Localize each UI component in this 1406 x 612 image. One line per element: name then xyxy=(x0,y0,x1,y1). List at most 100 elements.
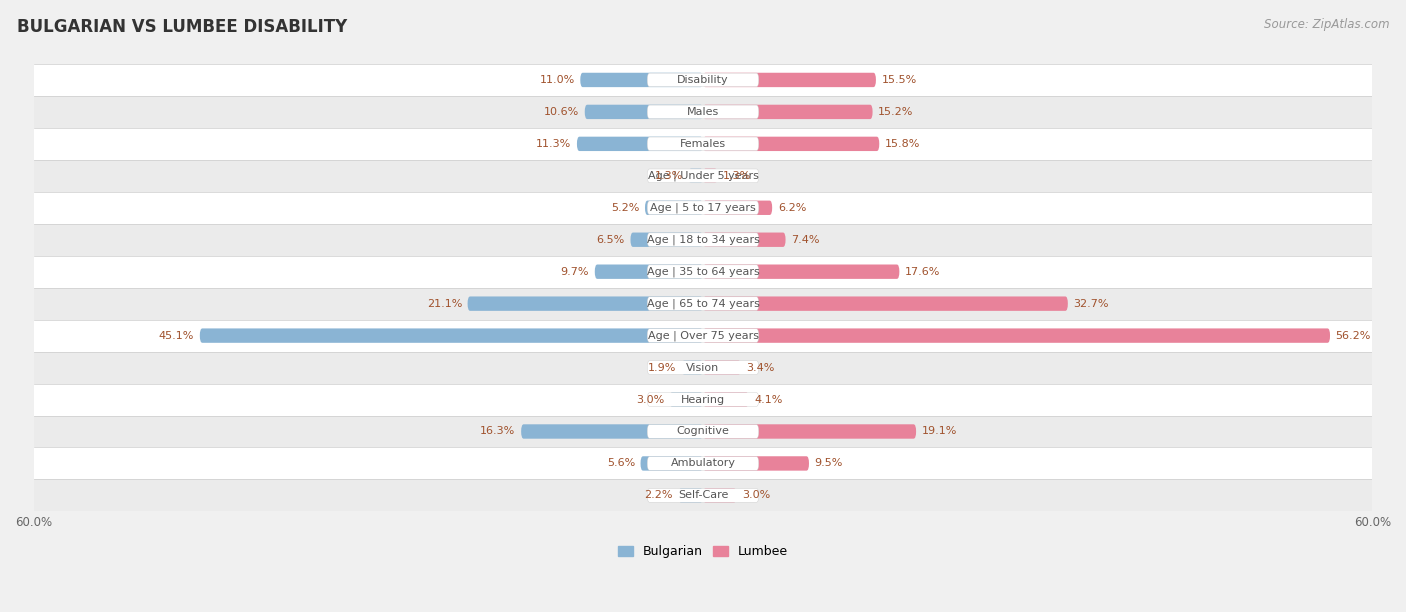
FancyBboxPatch shape xyxy=(647,360,759,375)
Text: 5.2%: 5.2% xyxy=(612,203,640,213)
FancyBboxPatch shape xyxy=(34,224,1372,256)
FancyBboxPatch shape xyxy=(647,265,759,278)
FancyBboxPatch shape xyxy=(703,105,873,119)
FancyBboxPatch shape xyxy=(34,192,1372,224)
FancyBboxPatch shape xyxy=(703,392,749,407)
Text: Hearing: Hearing xyxy=(681,395,725,405)
FancyBboxPatch shape xyxy=(703,264,900,279)
FancyBboxPatch shape xyxy=(641,457,703,471)
FancyBboxPatch shape xyxy=(703,424,917,439)
Text: 45.1%: 45.1% xyxy=(159,330,194,341)
FancyBboxPatch shape xyxy=(522,424,703,439)
Text: 6.5%: 6.5% xyxy=(596,235,624,245)
Text: Source: ZipAtlas.com: Source: ZipAtlas.com xyxy=(1264,18,1389,31)
FancyBboxPatch shape xyxy=(34,96,1372,128)
FancyBboxPatch shape xyxy=(34,319,1372,351)
FancyBboxPatch shape xyxy=(682,360,703,375)
Text: 2.2%: 2.2% xyxy=(644,490,673,501)
FancyBboxPatch shape xyxy=(703,169,717,183)
FancyBboxPatch shape xyxy=(703,329,1330,343)
Text: 1.9%: 1.9% xyxy=(648,362,676,373)
Text: 17.6%: 17.6% xyxy=(905,267,941,277)
FancyBboxPatch shape xyxy=(595,264,703,279)
FancyBboxPatch shape xyxy=(647,488,759,502)
FancyBboxPatch shape xyxy=(647,329,759,343)
FancyBboxPatch shape xyxy=(703,296,1067,311)
Text: 6.2%: 6.2% xyxy=(778,203,806,213)
FancyBboxPatch shape xyxy=(647,233,759,247)
FancyBboxPatch shape xyxy=(34,351,1372,384)
FancyBboxPatch shape xyxy=(581,73,703,87)
FancyBboxPatch shape xyxy=(669,392,703,407)
FancyBboxPatch shape xyxy=(703,201,772,215)
FancyBboxPatch shape xyxy=(585,105,703,119)
FancyBboxPatch shape xyxy=(34,64,1372,96)
Text: 7.4%: 7.4% xyxy=(792,235,820,245)
FancyBboxPatch shape xyxy=(200,329,703,343)
FancyBboxPatch shape xyxy=(703,136,879,151)
Text: 19.1%: 19.1% xyxy=(922,427,957,436)
Text: 1.3%: 1.3% xyxy=(723,171,751,181)
FancyBboxPatch shape xyxy=(703,73,876,87)
FancyBboxPatch shape xyxy=(647,105,759,119)
Text: 21.1%: 21.1% xyxy=(426,299,463,308)
FancyBboxPatch shape xyxy=(468,296,703,311)
FancyBboxPatch shape xyxy=(34,128,1372,160)
Text: 15.2%: 15.2% xyxy=(879,107,914,117)
Text: Age | 5 to 17 years: Age | 5 to 17 years xyxy=(650,203,756,213)
Text: Age | Under 5 years: Age | Under 5 years xyxy=(648,171,758,181)
FancyBboxPatch shape xyxy=(703,488,737,502)
Text: Females: Females xyxy=(681,139,725,149)
FancyBboxPatch shape xyxy=(576,136,703,151)
Text: Age | 18 to 34 years: Age | 18 to 34 years xyxy=(647,234,759,245)
Text: Males: Males xyxy=(688,107,718,117)
FancyBboxPatch shape xyxy=(34,288,1372,319)
FancyBboxPatch shape xyxy=(647,425,759,438)
Text: Age | Over 75 years: Age | Over 75 years xyxy=(648,330,758,341)
FancyBboxPatch shape xyxy=(34,416,1372,447)
Text: 4.1%: 4.1% xyxy=(755,395,783,405)
Text: Ambulatory: Ambulatory xyxy=(671,458,735,468)
Text: 5.6%: 5.6% xyxy=(607,458,636,468)
FancyBboxPatch shape xyxy=(647,169,759,182)
FancyBboxPatch shape xyxy=(703,457,808,471)
Text: 3.4%: 3.4% xyxy=(747,362,775,373)
FancyBboxPatch shape xyxy=(647,393,759,406)
Text: 11.0%: 11.0% xyxy=(540,75,575,85)
FancyBboxPatch shape xyxy=(34,447,1372,479)
Text: 9.7%: 9.7% xyxy=(561,267,589,277)
Text: 15.8%: 15.8% xyxy=(884,139,921,149)
FancyBboxPatch shape xyxy=(647,457,759,470)
Text: 15.5%: 15.5% xyxy=(882,75,917,85)
Text: Cognitive: Cognitive xyxy=(676,427,730,436)
FancyBboxPatch shape xyxy=(647,73,759,87)
FancyBboxPatch shape xyxy=(703,360,741,375)
Text: 9.5%: 9.5% xyxy=(814,458,844,468)
FancyBboxPatch shape xyxy=(645,201,703,215)
FancyBboxPatch shape xyxy=(679,488,703,502)
Text: Age | 65 to 74 years: Age | 65 to 74 years xyxy=(647,299,759,309)
Text: 32.7%: 32.7% xyxy=(1073,299,1109,308)
Legend: Bulgarian, Lumbee: Bulgarian, Lumbee xyxy=(613,540,793,563)
FancyBboxPatch shape xyxy=(647,297,759,310)
Text: 11.3%: 11.3% xyxy=(536,139,571,149)
FancyBboxPatch shape xyxy=(34,384,1372,416)
FancyBboxPatch shape xyxy=(34,160,1372,192)
Text: Disability: Disability xyxy=(678,75,728,85)
FancyBboxPatch shape xyxy=(34,479,1372,512)
FancyBboxPatch shape xyxy=(647,137,759,151)
Text: Self-Care: Self-Care xyxy=(678,490,728,501)
Text: 16.3%: 16.3% xyxy=(481,427,516,436)
FancyBboxPatch shape xyxy=(703,233,786,247)
FancyBboxPatch shape xyxy=(647,201,759,215)
Text: Vision: Vision xyxy=(686,362,720,373)
FancyBboxPatch shape xyxy=(689,169,703,183)
Text: 10.6%: 10.6% xyxy=(544,107,579,117)
Text: 3.0%: 3.0% xyxy=(636,395,664,405)
Text: Age | 35 to 64 years: Age | 35 to 64 years xyxy=(647,266,759,277)
FancyBboxPatch shape xyxy=(630,233,703,247)
Text: 1.3%: 1.3% xyxy=(655,171,683,181)
Text: 56.2%: 56.2% xyxy=(1336,330,1371,341)
Text: BULGARIAN VS LUMBEE DISABILITY: BULGARIAN VS LUMBEE DISABILITY xyxy=(17,18,347,36)
Text: 3.0%: 3.0% xyxy=(742,490,770,501)
